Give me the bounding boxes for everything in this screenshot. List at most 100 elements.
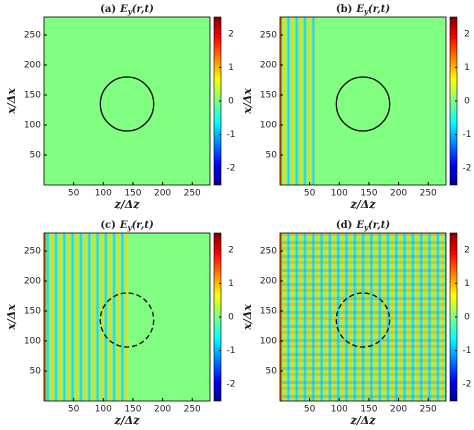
y-axis-label: x/Δx <box>5 304 18 331</box>
title-label: (a) <box>100 4 116 15</box>
title-args: (r,t) <box>132 220 154 231</box>
x-tick-label: 250 <box>420 189 437 199</box>
x-tick-label: 50 <box>304 405 316 415</box>
colorbar-tick-label: -1 <box>227 346 236 356</box>
x-tick-label: 200 <box>154 405 171 415</box>
colorbar-tick-label: 1 <box>228 63 234 73</box>
title-subscript: y <box>363 223 369 232</box>
plot-frame <box>279 232 447 402</box>
x-tick-label: 100 <box>95 189 112 199</box>
scatterer-circle <box>335 292 391 348</box>
y-tick-label: 50 <box>30 367 42 377</box>
scatterer-circle <box>99 292 155 348</box>
y-axis-label: x/Δx <box>241 304 254 331</box>
panel-title: (b) Ey(r,t) <box>336 4 391 17</box>
panel: 50 100 150 200 250 50 100 150 200 250 z/Δz x/Δx (c) E… <box>5 220 236 428</box>
y-tick-label: 50 <box>266 367 278 377</box>
x-tick-label: 200 <box>154 189 171 199</box>
panel-title: (d) Ey(r,t) <box>336 220 391 233</box>
source-line <box>280 17 282 185</box>
x-tick-label: 150 <box>124 189 141 199</box>
colorbar-tick-label: 1 <box>464 63 470 73</box>
panel: 50 100 150 200 250 50 100 150 200 250 z/Δz x/Δx (a) E… <box>5 4 235 212</box>
x-axis-label: z/Δz <box>349 198 376 211</box>
x-tick-label: 50 <box>68 189 80 199</box>
x-tick-label: 50 <box>68 405 80 415</box>
title-label: (d) <box>336 220 352 231</box>
y-tick-label: 200 <box>24 277 41 287</box>
title-quantity: E <box>119 4 128 15</box>
colorbar-tick-label: -2 <box>463 164 472 174</box>
title-args: (r,t) <box>132 4 154 15</box>
title-quantity: E <box>355 220 364 231</box>
field-background <box>44 17 210 185</box>
x-tick-label: 100 <box>95 405 112 415</box>
colorbar-tick-label: -2 <box>227 164 236 174</box>
field-waves <box>280 17 317 185</box>
y-axis-label: x/Δx <box>241 88 254 115</box>
y-tick-label: 100 <box>260 337 277 347</box>
colorbar-tick-label: 0 <box>464 97 470 107</box>
colorbar-tick-label: 1 <box>228 279 234 289</box>
y-tick-label: 100 <box>24 337 41 347</box>
x-axis-label: z/Δz <box>113 414 140 426</box>
colorbar-tick-label: 0 <box>228 97 234 107</box>
plot-frame <box>43 16 211 186</box>
scatterer-circle <box>99 76 155 132</box>
x-tick-label: 50 <box>304 189 316 199</box>
y-tick-label: 50 <box>266 151 278 161</box>
y-tick-label: 100 <box>260 121 277 131</box>
colorbar-tick-label: 2 <box>464 245 470 255</box>
plot-frame <box>279 16 447 186</box>
y-tick-label: 150 <box>260 307 277 317</box>
x-axis-label: z/Δz <box>113 198 140 211</box>
x-axis-label: z/Δz <box>349 414 376 426</box>
y-tick-label: 150 <box>24 91 41 101</box>
colorbar-tick-label: 2 <box>464 29 470 39</box>
panel: 50 100 150 200 250 50 100 150 200 250 z/Δz x/Δx (d) E… <box>241 220 472 428</box>
y-tick-label: 50 <box>30 151 42 161</box>
title-quantity: E <box>355 4 364 15</box>
colorbar-tick-label: 2 <box>228 245 234 255</box>
title-subscript: y <box>127 7 133 16</box>
title-args: (r,t) <box>368 220 390 231</box>
y-tick-label: 250 <box>24 247 41 257</box>
y-tick-label: 250 <box>260 31 277 41</box>
y-tick-label: 150 <box>260 91 277 101</box>
x-tick-label: 150 <box>124 405 141 415</box>
y-tick-label: 250 <box>24 31 41 41</box>
y-tick-label: 250 <box>260 247 277 257</box>
plot-frame <box>43 232 211 402</box>
title-label: (c) <box>100 220 116 231</box>
colorbar-tick-label: -2 <box>227 380 236 390</box>
title-subscript: y <box>127 223 133 232</box>
field-waves <box>280 233 446 401</box>
title-args: (r,t) <box>368 4 390 15</box>
panel-title: (c) Ey(r,t) <box>100 220 154 233</box>
source-line <box>44 233 46 401</box>
x-tick-label: 250 <box>184 189 201 199</box>
source-line <box>280 233 282 401</box>
y-axis-label: x/Δx <box>5 88 18 115</box>
x-tick-label: 250 <box>184 405 201 415</box>
panel: 50 100 150 200 250 50 100 150 200 250 z/Δz x/Δx (b) E… <box>241 4 471 212</box>
x-tick-label: 250 <box>420 405 437 415</box>
x-tick-label: 200 <box>390 405 407 415</box>
field-waves <box>44 233 127 401</box>
x-tick-label: 100 <box>331 405 348 415</box>
colorbar-tick-label: 0 <box>464 313 470 323</box>
title-quantity: E <box>119 220 128 231</box>
x-tick-label: 100 <box>331 189 348 199</box>
colorbar-tick-label: 1 <box>464 279 470 289</box>
scatterer-circle <box>335 76 391 132</box>
colorbar-tick-label: -1 <box>227 130 236 140</box>
y-tick-label: 200 <box>260 61 277 71</box>
y-tick-label: 150 <box>24 307 41 317</box>
x-tick-label: 150 <box>360 405 377 415</box>
colorbar-tick-label: -1 <box>463 130 472 140</box>
colorbar-tick-label: -2 <box>463 380 472 390</box>
y-tick-label: 200 <box>24 61 41 71</box>
title-subscript: y <box>363 7 369 16</box>
colorbar-tick-label: 0 <box>228 313 234 323</box>
